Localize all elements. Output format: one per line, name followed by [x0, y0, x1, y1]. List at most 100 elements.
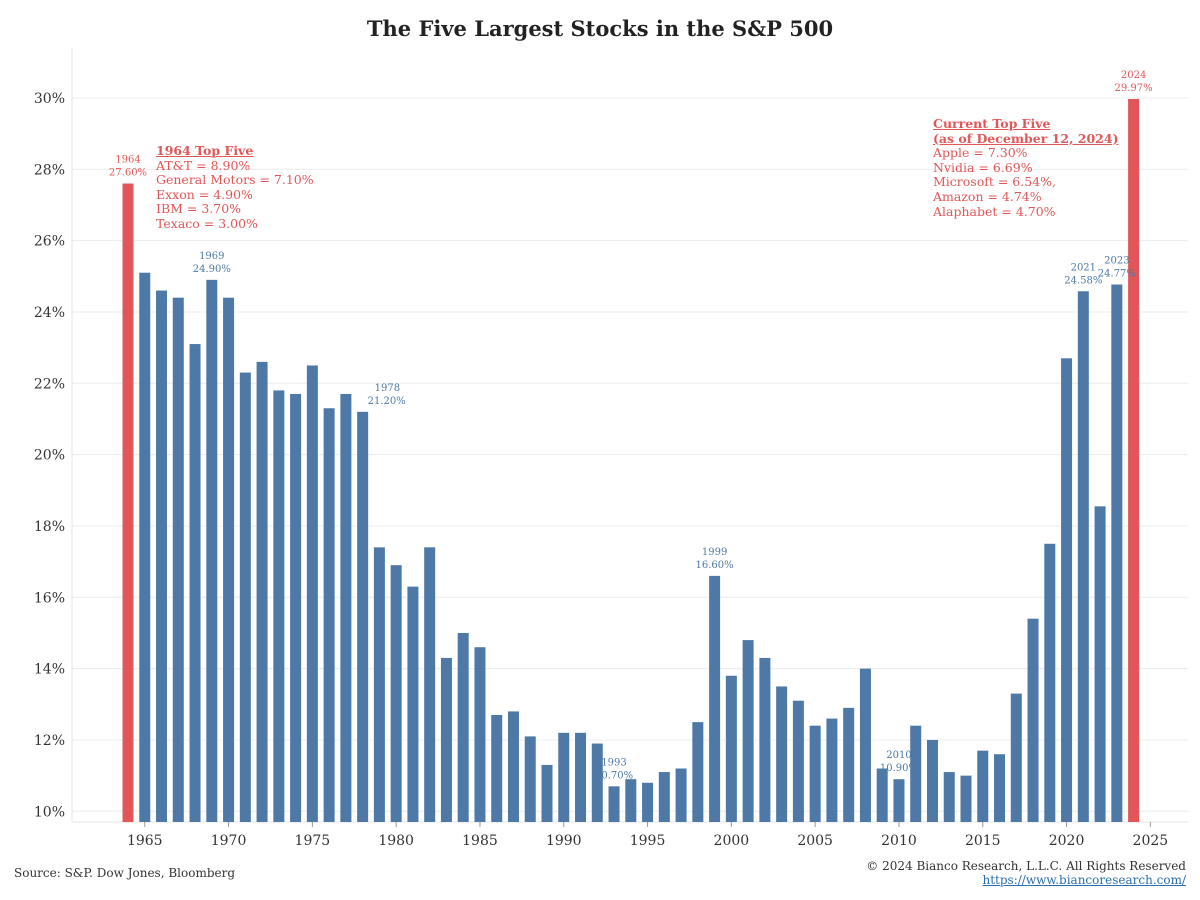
- bar: [1111, 284, 1123, 822]
- x-tick-label: 2025: [1133, 833, 1169, 849]
- y-tick-label: 20%: [34, 448, 65, 464]
- bar: [1061, 358, 1073, 822]
- data-label-year: 1999: [702, 547, 727, 558]
- bar: [357, 411, 369, 822]
- annotation-1964-line: AT&T = 8.90%: [156, 157, 251, 173]
- bar: [139, 272, 151, 822]
- annotation-current-line: Alaphabet = 4.70%: [933, 203, 1056, 219]
- bar: [675, 768, 687, 822]
- bars: [122, 99, 1140, 822]
- chart-title: The Five Largest Stocks in the S&P 500: [366, 16, 834, 41]
- x-tick-label: 2000: [714, 833, 750, 849]
- bar: [558, 732, 570, 822]
- copyright-text: © 2024 Bianco Research, L.L.C. All Right…: [866, 859, 1186, 873]
- bar: [1044, 543, 1056, 822]
- bar: [725, 675, 737, 822]
- y-tick-label: 16%: [34, 590, 65, 606]
- bar: [1027, 618, 1039, 822]
- data-label-value: 10.90%: [880, 763, 918, 774]
- bar: [759, 657, 771, 822]
- bar: [491, 714, 503, 822]
- x-tick-label: 1985: [462, 833, 498, 849]
- bar: [256, 361, 268, 822]
- y-tick-label: 22%: [34, 376, 65, 392]
- bar: [943, 772, 955, 822]
- bar: [457, 632, 469, 822]
- y-tick-label: 10%: [34, 804, 65, 820]
- data-labels: 1964 27.60% 1969 24.90% 1978 21.20% 1993 10.70%…: [109, 70, 1153, 781]
- annotation-1964-line: IBM = 3.70%: [156, 201, 242, 217]
- bar: [876, 768, 888, 822]
- bar: [323, 408, 335, 822]
- bar: [709, 575, 721, 822]
- x-tick-label: 1995: [630, 833, 666, 849]
- data-label-value: 24.77%: [1098, 268, 1136, 279]
- data-label-value: 10.70%: [595, 770, 633, 781]
- bar: [223, 297, 235, 822]
- bar: [625, 779, 637, 822]
- x-tick-label: 2010: [881, 833, 917, 849]
- bar: [608, 786, 620, 822]
- annotation-current-line: Amazon = 4.74%: [933, 188, 1042, 204]
- bar: [776, 686, 788, 822]
- bar: [474, 647, 486, 822]
- annotation-current-date: (as of December 12, 2024): [933, 130, 1119, 146]
- bar: [960, 775, 972, 822]
- bar: [742, 640, 754, 822]
- y-tick-label: 26%: [34, 234, 65, 250]
- bar: [273, 390, 285, 822]
- bar: [541, 764, 553, 822]
- data-label-value: 21.20%: [368, 396, 406, 407]
- bar: [156, 290, 168, 822]
- copyright: © 2024 Bianco Research, L.L.C. All Right…: [866, 859, 1186, 887]
- bar: [642, 782, 654, 822]
- bar: [658, 772, 670, 822]
- bar: [826, 718, 838, 822]
- bar: [809, 725, 821, 822]
- x-axis-ticks: 1965 1970 1975 1980 1985 1990 1995 2000 2005 2010…: [127, 822, 1168, 849]
- website-link[interactable]: https://www.biancoresearch.com/: [982, 873, 1186, 887]
- source-note: Source: S&P. Dow Jones, Bloomberg: [14, 866, 236, 880]
- annotation-1964-line: Exxon = 4.90%: [156, 186, 253, 202]
- bar: [893, 779, 905, 822]
- bar: [239, 372, 251, 822]
- bar: [575, 732, 587, 822]
- bar: [424, 547, 436, 822]
- bar: [926, 739, 938, 822]
- y-tick-label: 12%: [34, 733, 65, 749]
- y-tick-label: 18%: [34, 519, 65, 535]
- x-tick-label: 2015: [965, 833, 1001, 849]
- annotation-1964-top-five: 1964 Top Five AT&T = 8.90% General Motor…: [156, 143, 314, 232]
- bar: [507, 711, 519, 822]
- bar: [1010, 693, 1022, 822]
- bar: [591, 743, 603, 822]
- annotation-current-line: Nvidia = 6.69%: [933, 159, 1033, 175]
- y-axis-ticks: 10% 12% 14% 16% 18% 20% 22% 24% 26% 28% 30%: [34, 91, 65, 820]
- data-label-value: 24.58%: [1064, 275, 1102, 286]
- data-label-year: 2021: [1071, 262, 1096, 273]
- bar: [206, 279, 218, 822]
- bar: [1128, 99, 1140, 822]
- y-tick-label: 28%: [34, 162, 65, 178]
- data-label-year: 1969: [199, 251, 224, 262]
- data-label-year: 2010: [886, 750, 911, 761]
- x-tick-label: 1970: [211, 833, 247, 849]
- x-tick-label: 2020: [1049, 833, 1085, 849]
- data-label-year: 2023: [1104, 255, 1129, 266]
- bar: [172, 297, 184, 822]
- x-tick-label: 1990: [546, 833, 582, 849]
- bar: [290, 393, 302, 822]
- data-label-value: 29.97%: [1115, 83, 1153, 94]
- bar: [407, 586, 419, 822]
- bar: [843, 707, 855, 822]
- annotation-current-top-five: Current Top Five (as of December 12, 202…: [933, 116, 1119, 219]
- bar: [440, 657, 452, 822]
- data-label-value: 27.60%: [109, 168, 147, 179]
- data-label-value: 16.60%: [696, 560, 734, 571]
- y-tick-label: 30%: [34, 91, 65, 107]
- data-label-value: 24.90%: [193, 264, 231, 275]
- bar: [1094, 506, 1106, 822]
- bar: [692, 722, 704, 822]
- bar: [524, 736, 536, 822]
